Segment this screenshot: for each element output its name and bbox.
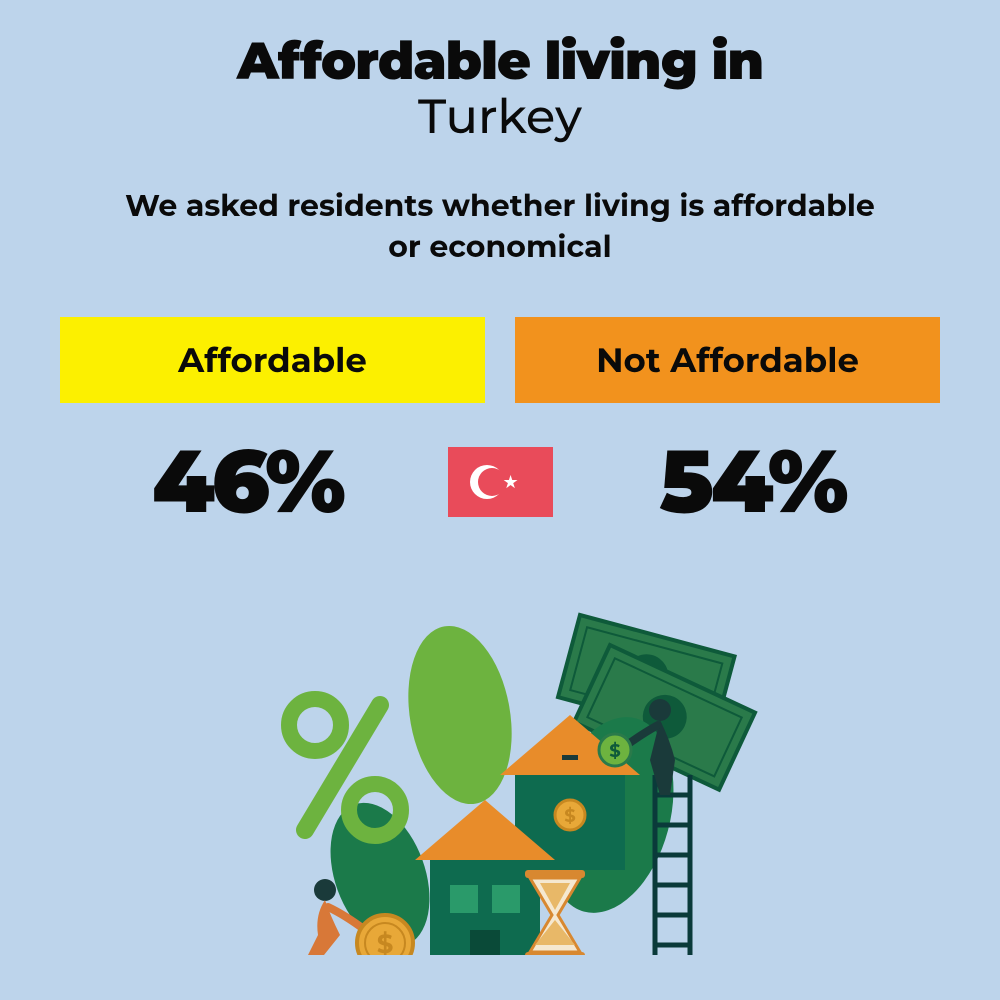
subtitle: We asked residents whether living is aff… xyxy=(110,186,890,267)
title-line-1: Affordable living in xyxy=(237,30,763,93)
affordable-percent: 46% xyxy=(152,428,343,535)
stats-labels-row: Affordable Not Affordable xyxy=(60,317,940,403)
title-line-2: Turkey xyxy=(418,88,582,146)
not-affordable-label: Not Affordable xyxy=(515,317,940,403)
svg-text:$: $ xyxy=(377,928,394,955)
housing-illustration: $ xyxy=(60,595,940,955)
infographic-container: Affordable living in Turkey We asked res… xyxy=(0,0,1000,1000)
percentages-row: 46% ★ 54% xyxy=(60,428,940,535)
affordable-label: Affordable xyxy=(60,317,485,403)
not-affordable-percent-wrap: 54% xyxy=(565,428,940,535)
not-affordable-percent: 54% xyxy=(659,428,845,535)
flag-wrap: ★ xyxy=(445,444,555,519)
affordable-percent-wrap: 46% xyxy=(60,428,435,535)
housing-savings-icon: $ xyxy=(200,595,800,955)
not-affordable-column: Not Affordable xyxy=(515,317,940,403)
svg-text:$: $ xyxy=(609,740,620,762)
affordable-column: Affordable xyxy=(60,317,485,403)
turkey-flag-icon: ★ xyxy=(448,447,553,517)
svg-text:$: $ xyxy=(564,805,575,827)
